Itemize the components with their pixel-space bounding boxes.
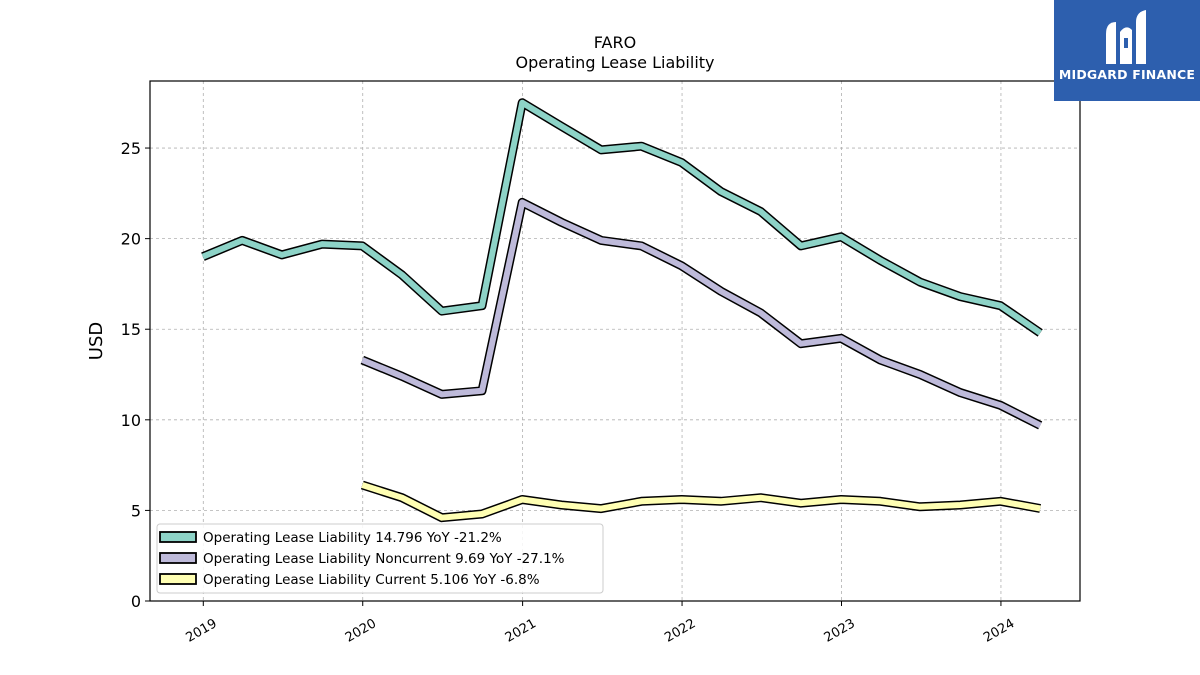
legend-frame [156,523,604,594]
legend: Operating Lease Liability 14.796 YoY -21… [156,523,604,594]
plot-area-frame [149,80,1081,602]
legend-label: Operating Lease Liability Current 5.106 … [203,572,540,588]
x-tick-label: 2019 [183,616,219,646]
legend-swatch [159,531,197,543]
x-tick-label: 2023 [822,616,858,646]
midgard-logo-icon [1106,10,1146,64]
legend-swatch [159,573,197,585]
y-tick-label: 15 [121,320,141,339]
grid-layer [150,81,1080,601]
series-line-outline [201,98,1043,337]
series-line [361,482,1041,521]
chart-subtitle: Operating Lease Liability [515,53,714,72]
y-tick-label: 5 [131,501,141,520]
x-tick-label: 2021 [503,616,539,646]
x-tick-label: 2024 [981,616,1017,646]
legend-label: Operating Lease Liability Noncurrent 9.6… [203,551,565,567]
x-tick-label: 2022 [662,616,698,646]
legend-label: Operating Lease Liability 14.796 YoY -21… [203,530,502,546]
series-line [201,99,1042,336]
series-layer [201,98,1043,523]
chart-title: FARO [594,33,636,52]
series-line [361,199,1042,429]
x-tick-label: 2020 [343,616,379,646]
y-tick-label: 10 [121,411,141,430]
midgard-finance-logo: MIDGARD FINANCE [1054,0,1200,101]
y-tick-label: 0 [131,592,141,611]
legend-swatch [159,552,197,564]
y-tick-label: 25 [121,139,141,158]
y-tick-label: 20 [121,230,141,249]
logo-text: MIDGARD FINANCE [1058,67,1196,82]
y-axis-label: USD [86,322,107,360]
